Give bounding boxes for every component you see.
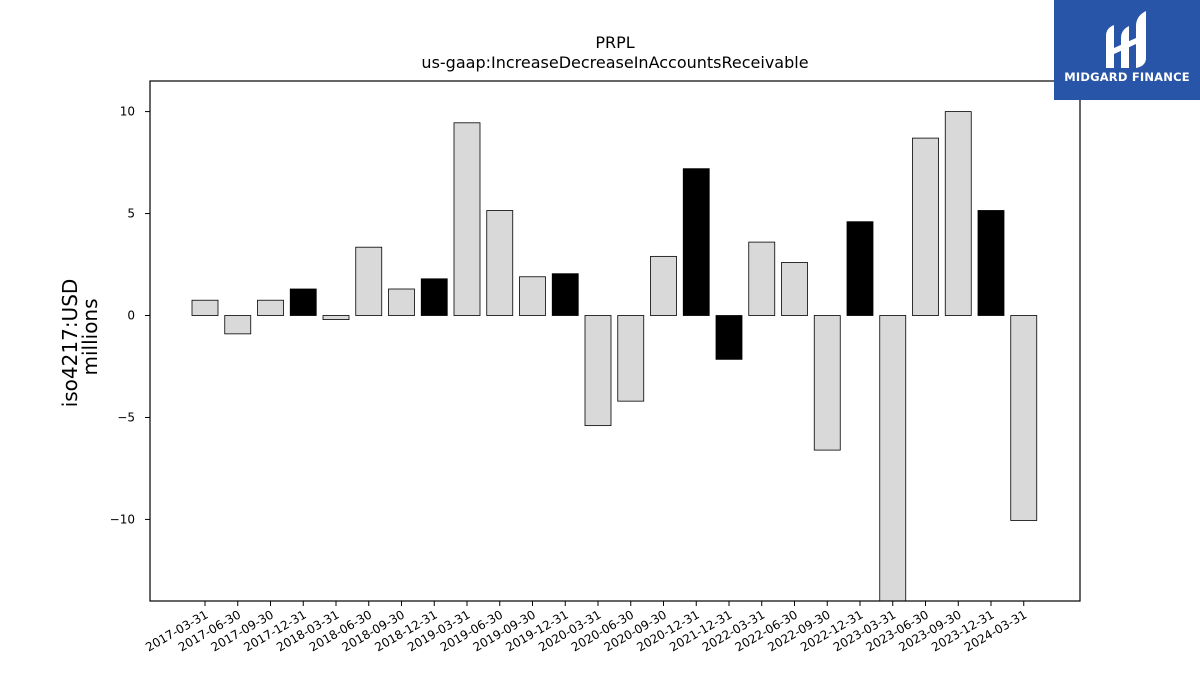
bar-2023-09-30 <box>944 111 972 316</box>
y-tick-label: 10 <box>120 105 135 119</box>
brand-logo: MIDGARD FINANCE <box>1054 0 1200 100</box>
bars-group <box>191 111 1038 602</box>
midgard-logo-icon <box>1106 11 1146 68</box>
bar-2021-12-31 <box>715 315 743 360</box>
bar-2017-06-30 <box>224 315 252 335</box>
bar-2020-06-30 <box>617 315 645 402</box>
bar-2023-06-30 <box>912 137 939 316</box>
y-axis-label-units: millions <box>78 298 102 375</box>
bar-2017-03-31 <box>191 299 219 316</box>
bar-2018-09-30 <box>388 288 415 316</box>
bar-2022-03-31 <box>748 241 776 316</box>
bar-2019-12-31 <box>551 273 579 316</box>
bar-2022-12-31 <box>846 221 874 316</box>
bar-2019-06-30 <box>486 210 514 316</box>
bar-2022-06-30 <box>781 262 808 316</box>
bar-2023-12-31 <box>977 210 1005 316</box>
bar-2017-09-30 <box>257 299 284 316</box>
bar-2017-12-31 <box>289 288 317 316</box>
bar-2018-12-31 <box>420 278 448 316</box>
x-axis: 2017-03-312017-06-302017-09-302017-12-31… <box>143 601 1029 654</box>
plot-frame <box>149 80 1081 602</box>
y-tick-label: −5 <box>117 410 135 424</box>
bar-2020-03-31 <box>584 315 612 427</box>
bar-2018-06-30 <box>355 246 383 316</box>
bar-2020-12-31 <box>682 168 710 316</box>
brand-name: MIDGARD FINANCE <box>1064 70 1190 84</box>
bar-2020-09-30 <box>650 255 677 316</box>
bar-2019-09-30 <box>519 276 546 316</box>
chart-subtitle: us-gaap:IncreaseDecreaseInAccountsReceiv… <box>421 53 808 72</box>
bar-2023-03-31 <box>879 315 907 602</box>
bar-2018-03-31 <box>322 315 350 320</box>
y-tick-label: −10 <box>110 512 135 526</box>
chart-title: PRPL <box>595 33 634 52</box>
bar-2022-09-30 <box>813 315 841 451</box>
y-axis: 10 5 0 −5 −10 <box>110 105 150 526</box>
y-axis-label: iso4217:USD <box>58 279 82 408</box>
y-tick-label: 5 <box>127 207 135 221</box>
bar-2024-03-31 <box>1010 315 1038 521</box>
bar-2019-03-31 <box>453 122 481 316</box>
y-tick-label: 0 <box>127 309 135 323</box>
